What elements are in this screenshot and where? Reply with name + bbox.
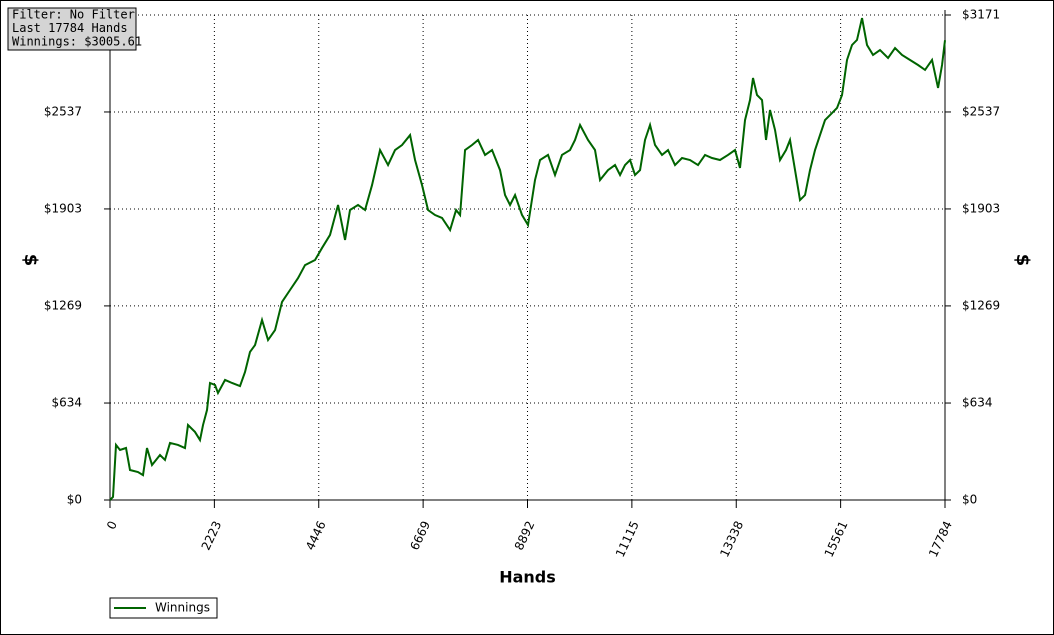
y-tick-label: $0 — [67, 493, 82, 507]
info-text: Winnings: $3005.61 — [12, 35, 142, 49]
y2-tick-label: $0 — [962, 493, 977, 507]
y2-tick-label: $634 — [962, 396, 993, 410]
y2-tick-label: $3171 — [962, 8, 1000, 22]
y2-axis-label: $ — [1012, 254, 1033, 267]
x-axis-label: Hands — [499, 568, 556, 587]
legend-box — [109, 597, 218, 619]
y2-tick-label: $1903 — [962, 201, 1000, 215]
info-text: Filter: No Filter — [12, 8, 135, 22]
info-text: Last 17784 Hands — [12, 21, 128, 35]
info-box — [7, 7, 137, 51]
legend-label: Winnings — [155, 601, 210, 615]
y-axis-label: $ — [20, 254, 41, 267]
y-tick-label: $1269 — [44, 298, 82, 312]
y-tick-label: $634 — [51, 396, 82, 410]
y-tick-label: $1903 — [44, 201, 82, 215]
y2-tick-label: $1269 — [962, 298, 1000, 312]
line — [109, 17, 946, 501]
y2-tick-label: $2537 — [962, 104, 1000, 118]
y-tick-label: $2537 — [44, 104, 82, 118]
